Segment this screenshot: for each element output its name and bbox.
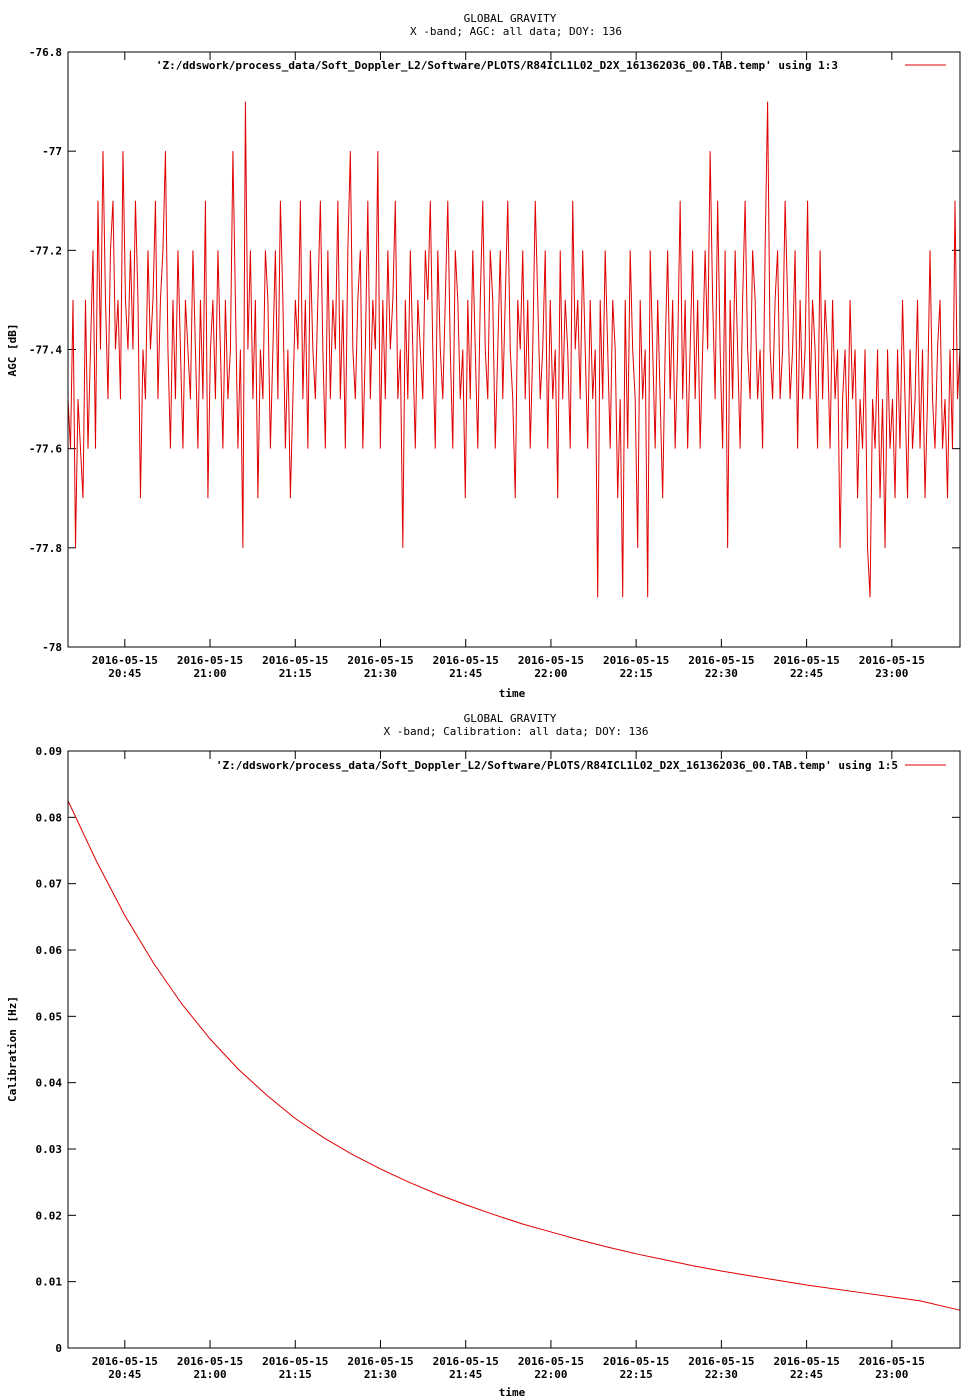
agc-x-tick-date: 2016-05-15 bbox=[177, 654, 243, 667]
agc-x-tick-date: 2016-05-15 bbox=[518, 654, 584, 667]
agc-x-tick-date: 2016-05-15 bbox=[347, 654, 413, 667]
calibration-y-tick-label: 0.05 bbox=[36, 1010, 63, 1023]
agc-x-tick-date: 2016-05-15 bbox=[859, 654, 925, 667]
calibration-x-tick-date: 2016-05-15 bbox=[688, 1355, 754, 1368]
calibration-x-tick-time: 20:45 bbox=[108, 1368, 141, 1381]
calibration-y-tick-label: 0.04 bbox=[36, 1077, 63, 1090]
calibration-y-tick-label: 0.03 bbox=[36, 1143, 63, 1156]
calibration-plot-border bbox=[67, 750, 961, 1349]
calibration-x-tick-date: 2016-05-15 bbox=[92, 1355, 158, 1368]
calibration-x-tick-date: 2016-05-15 bbox=[433, 1355, 499, 1368]
agc-series-line bbox=[67, 101, 961, 598]
calibration-x-tick-time: 23:00 bbox=[875, 1368, 908, 1381]
agc-plot-border bbox=[67, 51, 961, 648]
calibration-x-tick-time: 21:45 bbox=[449, 1368, 482, 1381]
agc-x-tick-time: 22:30 bbox=[705, 667, 738, 680]
agc-y-tick-label: -77 bbox=[42, 145, 62, 158]
agc-chart-subtitle: X -band; AGC: all data; DOY: 136 bbox=[410, 25, 622, 38]
agc-x-tick-date: 2016-05-15 bbox=[773, 654, 839, 667]
calibration-chart: GLOBAL GRAVITY X -band; Calibration: all… bbox=[6, 712, 961, 1399]
calibration-x-tick-time: 21:00 bbox=[193, 1368, 226, 1381]
agc-y-tick-label: -76.8 bbox=[29, 46, 62, 59]
agc-y-tick-label: -77.8 bbox=[29, 542, 62, 555]
calibration-x-tick-time: 22:30 bbox=[705, 1368, 738, 1381]
calibration-x-tick-date: 2016-05-15 bbox=[518, 1355, 584, 1368]
agc-x-tick-time: 21:00 bbox=[193, 667, 226, 680]
calibration-x-tick-date: 2016-05-15 bbox=[859, 1355, 925, 1368]
agc-x-tick-time: 22:00 bbox=[534, 667, 567, 680]
calibration-y-tick-label: 0.06 bbox=[36, 944, 63, 957]
calibration-x-tick-date: 2016-05-15 bbox=[347, 1355, 413, 1368]
calibration-x-tick-time: 21:30 bbox=[364, 1368, 397, 1381]
calibration-x-tick-time: 21:15 bbox=[279, 1368, 312, 1381]
agc-x-tick-time: 21:45 bbox=[449, 667, 482, 680]
agc-y-tick-label: -77.2 bbox=[29, 244, 62, 257]
calibration-chart-title: GLOBAL GRAVITY bbox=[464, 712, 557, 725]
calibration-x-tick-date: 2016-05-15 bbox=[262, 1355, 328, 1368]
agc-x-tick-time: 20:45 bbox=[108, 667, 141, 680]
calibration-y-tick-label: 0.07 bbox=[36, 878, 63, 891]
calibration-series-line bbox=[67, 800, 961, 1311]
calibration-y-tick-label: 0.02 bbox=[36, 1209, 63, 1222]
agc-x-tick-date: 2016-05-15 bbox=[92, 654, 158, 667]
agc-x-tick-date: 2016-05-15 bbox=[603, 654, 669, 667]
calibration-y-axis-label: Calibration [Hz] bbox=[6, 996, 19, 1102]
agc-x-tick-date: 2016-05-15 bbox=[433, 654, 499, 667]
agc-y-axis-label: AGC [dB] bbox=[6, 324, 19, 377]
calibration-legend-label: 'Z:/ddswork/process_data/Soft_Doppler_L2… bbox=[216, 759, 898, 772]
agc-x-axis-label: time bbox=[499, 687, 526, 700]
agc-y-tick-label: -77.6 bbox=[29, 443, 62, 456]
calibration-x-axis-label: time bbox=[499, 1386, 526, 1399]
calibration-y-tick-label: 0 bbox=[55, 1342, 62, 1355]
calibration-x-tick-date: 2016-05-15 bbox=[603, 1355, 669, 1368]
agc-chart: GLOBAL GRAVITY X -band; AGC: all data; D… bbox=[6, 12, 961, 700]
calibration-y-tick-label: 0.08 bbox=[36, 811, 63, 824]
agc-x-tick-date: 2016-05-15 bbox=[688, 654, 754, 667]
agc-legend-label: 'Z:/ddswork/process_data/Soft_Doppler_L2… bbox=[156, 59, 838, 72]
agc-x-tick-time: 21:15 bbox=[279, 667, 312, 680]
agc-chart-title: GLOBAL GRAVITY bbox=[464, 12, 557, 25]
calibration-x-tick-date: 2016-05-15 bbox=[177, 1355, 243, 1368]
calibration-x-tick-date: 2016-05-15 bbox=[773, 1355, 839, 1368]
calibration-x-tick-time: 22:15 bbox=[620, 1368, 653, 1381]
agc-x-tick-time: 21:30 bbox=[364, 667, 397, 680]
agc-x-tick-time: 23:00 bbox=[875, 667, 908, 680]
calibration-y-tick-label: 0.01 bbox=[36, 1276, 63, 1289]
agc-x-tick-time: 22:15 bbox=[620, 667, 653, 680]
calibration-y-tick-label: 0.09 bbox=[36, 745, 63, 758]
calibration-chart-subtitle: X -band; Calibration: all data; DOY: 136 bbox=[384, 725, 649, 738]
agc-y-tick-label: -78 bbox=[42, 641, 62, 654]
agc-y-tick-label: -77.4 bbox=[29, 344, 62, 357]
calibration-x-tick-time: 22:45 bbox=[790, 1368, 823, 1381]
agc-x-tick-date: 2016-05-15 bbox=[262, 654, 328, 667]
calibration-x-tick-time: 22:00 bbox=[534, 1368, 567, 1381]
agc-x-tick-time: 22:45 bbox=[790, 667, 823, 680]
